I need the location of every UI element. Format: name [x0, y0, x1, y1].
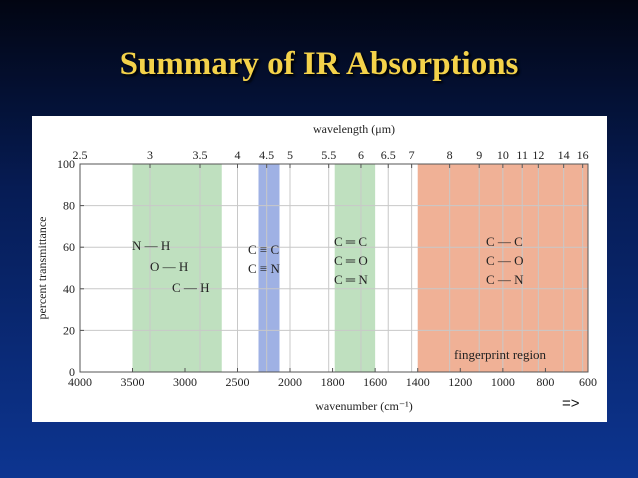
- x-tick-label: 4000: [68, 375, 92, 389]
- x-tick-label: 2500: [226, 375, 250, 389]
- x-tick-label: 1200: [448, 375, 472, 389]
- ir-chart-panel: 4000 3500 3000 2500 2000 1800 1600 1400 1200 1000…: [32, 116, 607, 422]
- x2-tick-label: 4: [235, 148, 241, 162]
- y-axis-title: percent transmittance: [35, 217, 49, 320]
- x2-tick-label: 12: [532, 148, 544, 162]
- x-tick-label: 3000: [173, 375, 197, 389]
- band-label: C ═ N: [334, 272, 368, 287]
- absorption-band: [258, 164, 280, 372]
- x-tick-label: 1000: [491, 375, 515, 389]
- x2-tick-label: 7: [409, 148, 415, 162]
- absorption-band: [132, 164, 222, 372]
- x2-tick-label: 6.5: [381, 148, 396, 162]
- x2-tick-label: 4.5: [259, 148, 274, 162]
- x2-tick-label: 16: [577, 148, 589, 162]
- absorption-band: [334, 164, 376, 372]
- band-label: O — H: [150, 259, 188, 274]
- x2-tick-label: 6: [358, 148, 364, 162]
- band-label: C — N: [486, 272, 524, 287]
- y-tick-label: 40: [63, 282, 75, 296]
- band-label: C ≡ C: [248, 242, 279, 257]
- x2-tick-label: 11: [516, 148, 528, 162]
- fingerprint-region-label: fingerprint region: [454, 347, 547, 362]
- y-tick-label: 100: [57, 157, 75, 171]
- x2-tick-label: 10: [497, 148, 509, 162]
- x2-tick-label: 14: [558, 148, 570, 162]
- x-tick-label: 1600: [363, 375, 387, 389]
- x2-tick-label: 3: [147, 148, 153, 162]
- y-tick-label: 60: [63, 240, 75, 254]
- x2-tick-label: 5.5: [321, 148, 336, 162]
- y-tick-label: 0: [69, 365, 75, 379]
- band-label: C ═ O: [334, 253, 368, 268]
- slide-title: Summary of IR Absorptions: [119, 46, 519, 82]
- x-tick-label: 1400: [406, 375, 430, 389]
- x2-tick-label: 5: [287, 148, 293, 162]
- x-tick-label: 1800: [321, 375, 345, 389]
- band-label: C ≡ N: [248, 261, 281, 276]
- x2-tick-label: 3.5: [193, 148, 208, 162]
- band-label: C ═ C: [334, 234, 367, 249]
- y-tick-label: 20: [63, 323, 75, 337]
- band-label: C — H: [172, 280, 210, 295]
- band-label: N — H: [132, 238, 170, 253]
- y-tick-label: 80: [63, 199, 75, 213]
- x-tick-label: 800: [536, 375, 554, 389]
- x-tick-label: 600: [579, 375, 597, 389]
- x2-axis-title: wavelength (μm): [313, 122, 395, 136]
- x-tick-label: 3500: [121, 375, 145, 389]
- x2-tick-label: 2.5: [73, 148, 88, 162]
- x-axis-title: wavenumber (cm⁻¹): [315, 399, 413, 413]
- x2-tick-label: 9: [476, 148, 482, 162]
- ir-absorption-chart: 4000 3500 3000 2500 2000 1800 1600 1400 1200 1000…: [35, 122, 597, 413]
- plot-frame: [79, 163, 589, 373]
- x-tick-label: 2000: [278, 375, 302, 389]
- band-label: C — O: [486, 253, 524, 268]
- next-slide-arrow[interactable]: =>: [562, 395, 580, 412]
- x2-tick-label: 8: [447, 148, 453, 162]
- band-label: C — C: [486, 234, 523, 249]
